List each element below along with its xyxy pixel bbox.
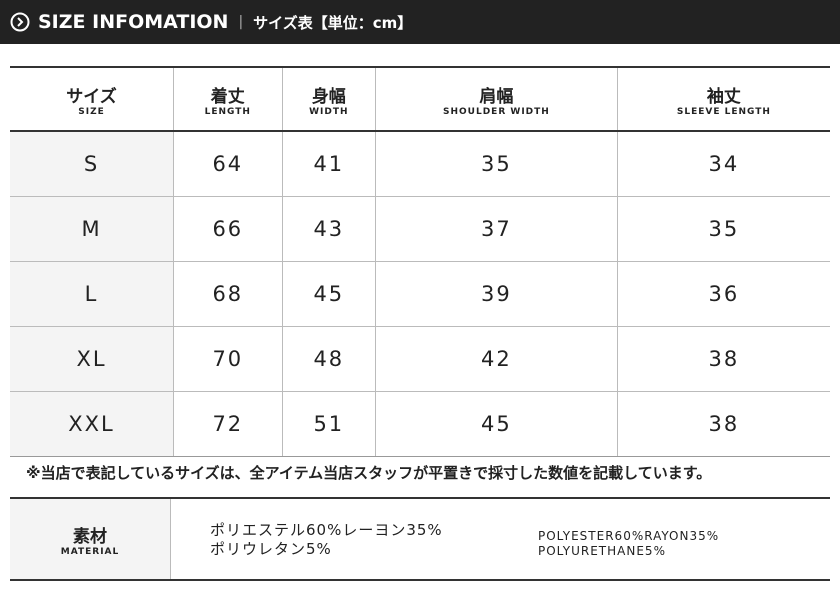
line: ポリエステル60%レーヨン35%: [210, 521, 443, 539]
cell: 48: [281, 326, 377, 392]
title: SIZE INFOMATION: [38, 11, 229, 33]
cell: XXL: [10, 391, 174, 457]
column-header: 肩幅 SHOULDER WIDTH: [375, 66, 618, 132]
cell: M: [10, 196, 174, 262]
cell: S: [10, 130, 174, 197]
cell: 42: [375, 326, 618, 392]
cell: 45: [375, 391, 618, 457]
cell: 51: [281, 391, 377, 457]
header-ja: 身幅: [311, 86, 346, 107]
cell: 35: [375, 130, 618, 197]
cell: 39: [375, 261, 618, 327]
column-header: 着丈 LENGTH: [173, 66, 283, 132]
header: SIZE INFOMATION | サイズ表【単位：cm】: [0, 0, 840, 44]
header-ja: 袖丈: [706, 86, 741, 107]
header-row: サイズ SIZE 着丈 LENGTH 身幅 WIDTH 肩幅 SHOULDER WIDTH 袖丈…: [10, 66, 830, 132]
row: M 66 43 37 35: [10, 196, 830, 262]
cell: 43: [281, 196, 377, 262]
cell: XL: [10, 326, 174, 392]
column-header: サイズ SIZE: [10, 66, 174, 132]
row: XXL 72 51 45 38: [10, 391, 830, 457]
material-en: POLYESTER60%RAYON35% POLYURETHANE5%: [538, 529, 719, 559]
cell: 68: [173, 261, 283, 327]
header-en: WIDTH: [309, 106, 349, 117]
column-header: 身幅 WIDTH: [281, 66, 377, 132]
material: 素材 MATERIAL ポリエステル60%レーヨン35% ポリウレタン5% POLY…: [10, 497, 830, 581]
header-en: LENGTH: [204, 106, 251, 117]
cell: L: [10, 261, 174, 327]
material-ja: ポリエステル60%レーヨン35% ポリウレタン5%: [210, 521, 443, 559]
header-ja: 着丈: [210, 86, 245, 107]
cell: 66: [173, 196, 283, 262]
cell: 45: [281, 261, 377, 327]
cell: 37: [375, 196, 618, 262]
header-en: SHOULDER WIDTH: [443, 106, 550, 117]
row: XL 70 48 42 38: [10, 326, 830, 392]
column-header: 袖丈 SLEEVE LENGTH: [616, 66, 830, 132]
separator: |: [238, 14, 244, 30]
cell: 36: [616, 261, 830, 327]
cell: 41: [281, 130, 377, 197]
line: POLYESTER60%RAYON35%: [538, 529, 720, 543]
row: S 64 41 35 34: [10, 130, 830, 197]
cell: 70: [173, 326, 283, 392]
material-label: 素材 MATERIAL: [10, 499, 171, 579]
label-en: MATERIAL: [60, 546, 120, 557]
cell: 34: [616, 130, 830, 197]
cell: 72: [173, 391, 283, 457]
line: POLYURETHANE5%: [538, 544, 666, 558]
row: L 68 45 39 36: [10, 261, 830, 327]
size-table: サイズ SIZE 着丈 LENGTH 身幅 WIDTH 肩幅 SHOULDER WIDTH 袖丈…: [10, 66, 830, 457]
note: ※当店で表記しているサイズは、全アイテム当店スタッフが平置きで採寸した数値を記載…: [26, 464, 712, 482]
label-ja: 素材: [73, 526, 107, 547]
subtitle: サイズ表【単位：cm】: [253, 13, 413, 32]
header-en: SLEEVE LENGTH: [676, 106, 771, 117]
line: ポリウレタン5%: [210, 540, 332, 558]
cell: 38: [616, 326, 830, 392]
cell: 64: [173, 130, 283, 197]
cell: 38: [616, 391, 830, 457]
header-ja: サイズ: [66, 86, 117, 107]
header-en: SIZE: [78, 106, 105, 117]
icon: [10, 12, 30, 32]
header-ja: 肩幅: [479, 86, 514, 107]
cell: 35: [616, 196, 830, 262]
